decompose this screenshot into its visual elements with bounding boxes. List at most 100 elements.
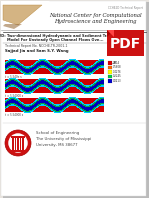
Bar <box>73 61 74 65</box>
Bar <box>67 61 68 70</box>
Bar <box>79 62 80 71</box>
Bar <box>21 65 22 71</box>
Bar <box>41 61 42 65</box>
Bar <box>45 78 46 87</box>
Bar <box>51 103 52 109</box>
Bar <box>93 83 94 92</box>
Bar <box>81 103 82 109</box>
Bar <box>21 85 22 89</box>
Bar <box>16 60 17 69</box>
Bar <box>55 88 56 91</box>
Bar <box>44 98 45 105</box>
Bar <box>82 86 83 89</box>
Bar <box>70 79 71 86</box>
Bar <box>59 88 60 91</box>
Bar <box>56 87 57 93</box>
Bar <box>41 61 42 65</box>
Bar <box>88 69 89 73</box>
Bar <box>63 84 64 90</box>
Bar <box>14 62 15 65</box>
Bar <box>83 104 84 111</box>
Bar <box>35 84 36 88</box>
Bar <box>76 99 77 105</box>
Bar <box>82 104 83 110</box>
Bar <box>103 60 104 66</box>
Bar <box>22 67 23 71</box>
Bar <box>108 66 112 69</box>
Bar <box>57 107 58 111</box>
Bar <box>54 85 55 93</box>
Bar <box>75 59 76 68</box>
Bar <box>88 106 89 112</box>
Bar <box>11 79 12 85</box>
Bar <box>14 59 15 68</box>
Bar <box>42 61 43 65</box>
Bar <box>38 99 39 106</box>
Bar <box>76 60 77 69</box>
Bar <box>25 88 26 91</box>
Bar <box>75 100 76 104</box>
Bar <box>10 62 11 65</box>
Bar <box>77 99 78 108</box>
Bar <box>39 59 40 68</box>
Bar <box>13 78 14 87</box>
Bar <box>77 101 78 105</box>
Bar <box>38 61 39 68</box>
Bar <box>22 105 23 109</box>
Bar <box>19 84 20 87</box>
Bar <box>64 64 65 71</box>
Bar <box>81 103 82 109</box>
Bar <box>98 80 99 87</box>
Bar <box>45 60 46 67</box>
Bar <box>85 86 86 93</box>
Bar <box>51 103 52 109</box>
Bar <box>45 62 46 66</box>
Bar <box>38 82 39 85</box>
Bar <box>7 62 8 68</box>
Bar <box>78 81 79 88</box>
Bar <box>51 84 52 90</box>
Bar <box>48 61 49 70</box>
Bar <box>70 78 71 87</box>
Bar <box>39 99 40 105</box>
Bar <box>84 87 85 91</box>
Bar <box>101 99 102 103</box>
Bar <box>100 78 101 87</box>
Bar <box>32 83 33 92</box>
Bar <box>98 61 99 68</box>
Bar <box>23 106 24 109</box>
Bar <box>96 102 97 106</box>
Bar <box>46 79 47 88</box>
Bar <box>13 99 14 103</box>
Bar <box>24 68 25 72</box>
Bar <box>50 85 51 88</box>
Bar <box>75 62 76 66</box>
Bar <box>42 98 43 104</box>
Bar <box>96 82 97 88</box>
Bar <box>24 106 25 110</box>
Bar <box>48 99 49 108</box>
Bar <box>57 66 58 75</box>
Bar <box>101 97 102 106</box>
Bar <box>45 62 46 66</box>
Bar <box>73 60 74 66</box>
Bar <box>6 82 7 88</box>
Bar <box>6 81 7 89</box>
Bar <box>61 65 62 74</box>
Bar <box>32 85 33 91</box>
Bar <box>80 104 81 107</box>
Bar <box>47 82 48 86</box>
Bar <box>102 61 103 65</box>
Bar <box>8 79 9 88</box>
Bar <box>84 106 85 110</box>
Bar <box>66 64 67 68</box>
Bar <box>10 79 11 86</box>
Bar <box>52 64 53 73</box>
Bar <box>59 104 60 113</box>
Bar <box>51 64 52 73</box>
Bar <box>42 97 43 106</box>
Text: 0.4276: 0.4276 <box>113 70 122 74</box>
Bar <box>45 61 46 67</box>
Bar <box>35 103 36 106</box>
Bar <box>49 65 50 68</box>
